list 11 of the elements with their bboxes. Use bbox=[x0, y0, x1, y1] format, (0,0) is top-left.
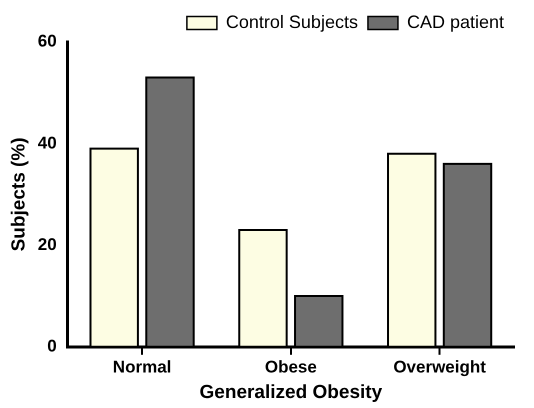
y-tick-label: 20 bbox=[38, 234, 57, 254]
x-axis-title: Generalized Obesity bbox=[200, 382, 383, 403]
x-tick-label: Overweight bbox=[393, 358, 486, 377]
legend-label: Control Subjects bbox=[226, 12, 358, 32]
y-axis-title: Subjects (%) bbox=[8, 137, 30, 252]
y-tick-label: 0 bbox=[47, 336, 57, 356]
y-tick-label: 40 bbox=[38, 133, 57, 152]
y-tick-label: 60 bbox=[38, 32, 57, 51]
legend-label: CAD patient bbox=[406, 12, 504, 32]
x-tick-label: Normal bbox=[112, 358, 172, 377]
x-tick-label: Obese bbox=[264, 358, 317, 377]
